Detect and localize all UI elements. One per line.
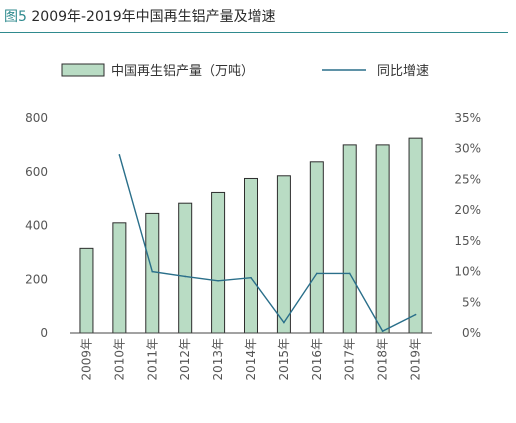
x-axis-tick: 2009年: [79, 338, 93, 381]
x-axis-tick: 2013年: [211, 338, 225, 381]
growth-line-series: [118, 154, 417, 333]
growth-point: [316, 272, 318, 275]
bar: [112, 222, 127, 334]
bar: [342, 144, 357, 334]
x-axis: 2009年 2010年 2011年 2012年 2013年 2014年 2015年 2016年…: [70, 332, 432, 381]
growth-point: [217, 279, 219, 282]
chart-title: 图5 2009年-2019年中国再生铝产量及增速: [4, 6, 276, 26]
right-axis-tick: 25%: [454, 172, 481, 186]
bar: [375, 144, 390, 334]
right-axis-tick: 35%: [454, 111, 481, 125]
growth-point: [381, 330, 384, 332]
right-axis: 0% 5% 10% 15% 20% 25% 30% 35%: [454, 111, 481, 340]
title-divider: [0, 32, 508, 33]
bar: [309, 161, 324, 334]
title-bar: 图5 2009年-2019年中国再生铝产量及增速: [0, 0, 516, 33]
x-axis-tick: 2010年: [112, 338, 126, 381]
bar: [79, 247, 94, 334]
x-axis-tick: 2019年: [409, 338, 423, 381]
legend: 中国再生铝产量（万吨） 同比增速: [61, 63, 429, 79]
growth-point: [414, 313, 417, 316]
bar: [276, 175, 291, 334]
bar: [145, 212, 160, 334]
left-axis-tick: 0: [40, 326, 48, 340]
growth-point: [118, 154, 121, 156]
right-axis-tick: 20%: [454, 203, 481, 217]
left-axis-tick: 600: [25, 165, 48, 179]
x-axis-tick: 2012年: [178, 338, 192, 381]
bar: [211, 191, 226, 334]
left-axis-tick: 400: [25, 219, 48, 233]
title-text: 2009年-2019年中国再生铝产量及增速: [31, 9, 276, 25]
legend-line-label: 同比增速: [377, 64, 429, 79]
left-axis-tick: 200: [25, 272, 48, 286]
right-axis-tick: 30%: [454, 142, 481, 156]
x-axis-tick: 2011年: [145, 338, 159, 381]
x-axis-tick: 2018年: [376, 338, 390, 381]
right-axis-tick: 5%: [462, 295, 481, 309]
growth-point: [348, 272, 351, 275]
right-axis-tick: 15%: [454, 234, 481, 248]
growth-point: [184, 275, 186, 278]
x-axis-tick: 2014年: [244, 338, 258, 381]
growth-line: [118, 154, 416, 333]
bar-series: [79, 137, 423, 334]
x-axis-tick: 2015年: [277, 338, 291, 381]
right-axis-tick: 0%: [462, 326, 481, 340]
x-axis-tick: 2016年: [310, 338, 324, 381]
legend-bar-swatch: [61, 63, 105, 77]
legend-bar-label: 中国再生铝产量（万吨）: [111, 64, 254, 79]
bar: [244, 177, 258, 334]
figure-label: 图5: [4, 9, 27, 25]
left-axis-tick: 800: [25, 111, 48, 125]
right-axis-tick: 10%: [454, 265, 481, 279]
bar: [408, 137, 423, 334]
bar: [178, 202, 193, 334]
growth-point: [250, 276, 252, 279]
growth-point: [151, 270, 154, 273]
left-axis: 0 200 400 600 800: [25, 111, 48, 340]
x-axis-tick: 2017年: [343, 338, 357, 381]
growth-point: [283, 321, 285, 324]
